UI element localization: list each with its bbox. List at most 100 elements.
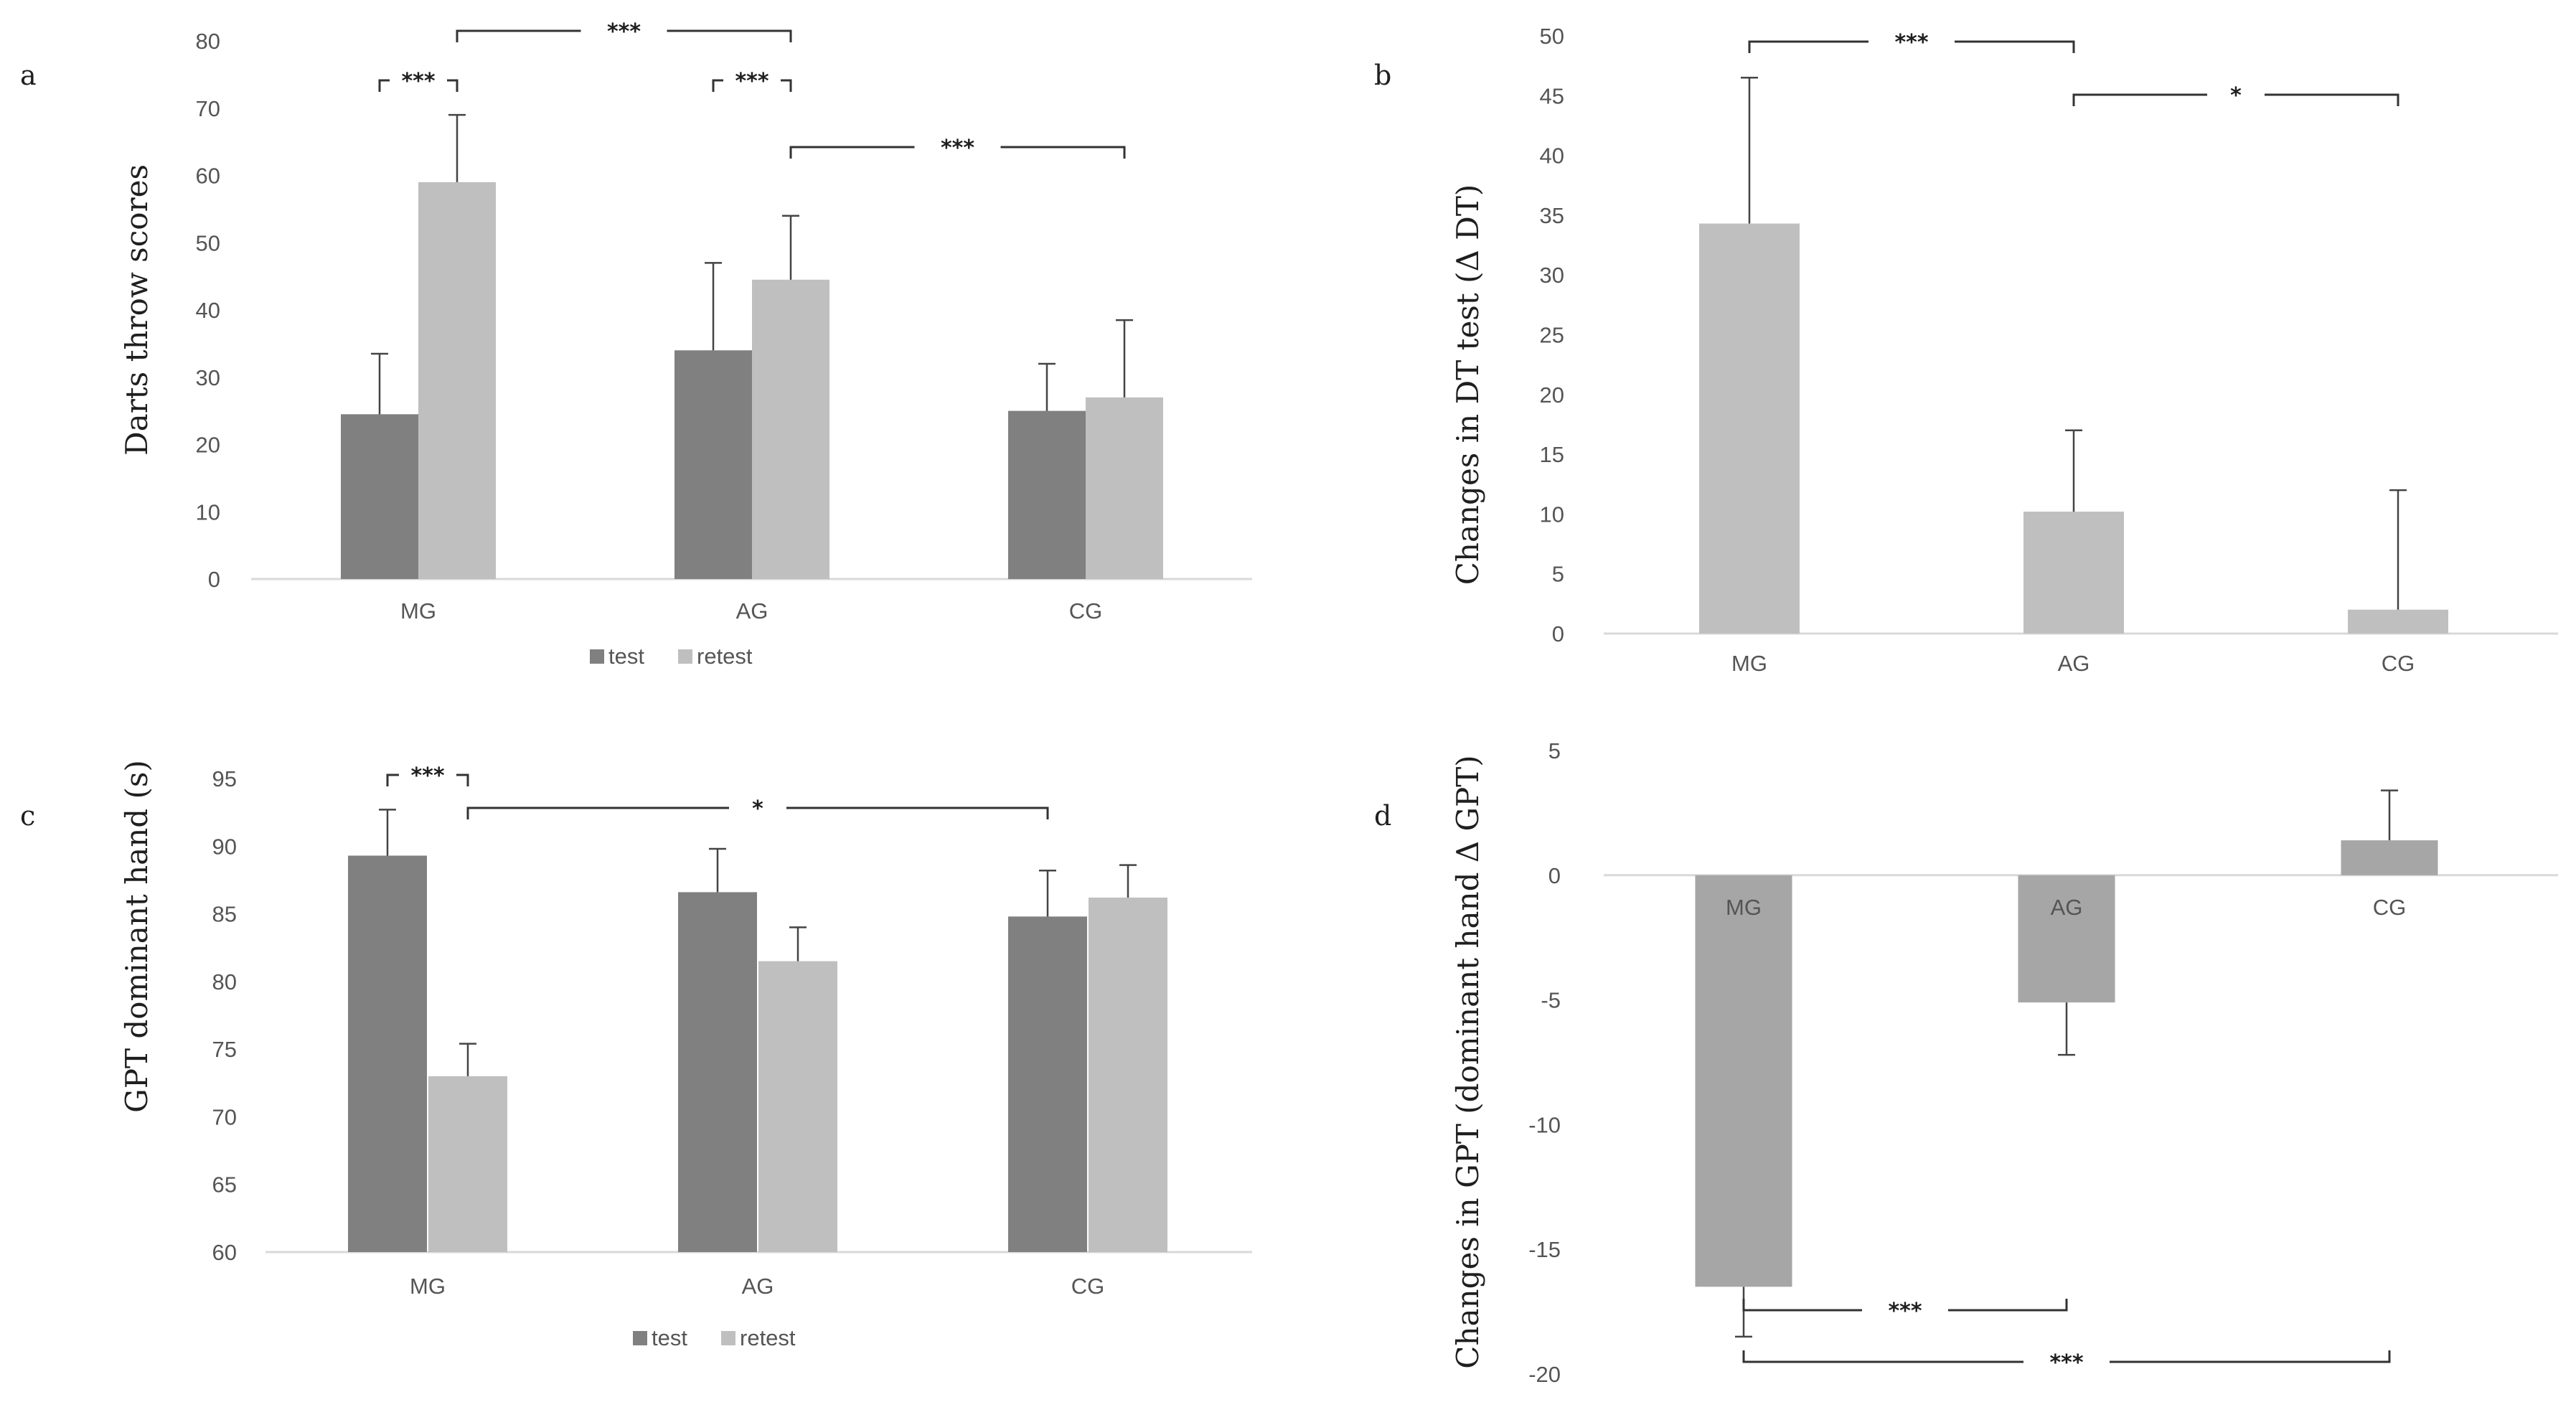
y-tick-label: 30 bbox=[196, 365, 220, 390]
chart-panel-a: a 0 10 20 30 40 50 60 70 80 Darts throw scores MG AG… bbox=[20, 19, 1252, 669]
significance-label: *** bbox=[410, 763, 444, 789]
bar-MG-Δ GPT bbox=[1695, 875, 1792, 1287]
chart-panel-d: d -20 -15 -10 -5 0 5 Changes in GPT (dominant h… bbox=[1374, 738, 2558, 1387]
significance-label: *** bbox=[735, 69, 768, 94]
significance-bracket-right bbox=[786, 806, 1049, 819]
x-tick-label: CG bbox=[1071, 1274, 1105, 1299]
x-tick-label: AG bbox=[2058, 651, 2090, 676]
y-tick-label: -10 bbox=[1528, 1112, 1561, 1137]
significance-bracket-left bbox=[1748, 40, 1868, 53]
bar-MG-retest bbox=[418, 182, 496, 579]
y-tick-label: 5 bbox=[1548, 738, 1561, 763]
significance-bracket-left bbox=[378, 79, 390, 92]
y-tick-label: 5 bbox=[1552, 562, 1564, 587]
significance-label: *** bbox=[2049, 1350, 2083, 1375]
y-tick-label: 65 bbox=[212, 1172, 237, 1198]
bar-CG-test bbox=[1008, 916, 1087, 1252]
x-tick-label: MG bbox=[1726, 895, 1762, 920]
significance-bracket-left bbox=[1742, 1350, 2023, 1363]
significance-bracket-right bbox=[447, 79, 459, 92]
bar-CG-Δ GPT bbox=[2341, 840, 2438, 875]
legend-label-retest: retest bbox=[697, 644, 753, 669]
significance-bracket-right bbox=[1955, 40, 2075, 53]
legend-label-test: test bbox=[608, 644, 644, 669]
bar-MG-test bbox=[348, 855, 427, 1252]
legend-swatch-test bbox=[590, 649, 604, 664]
y-tick-label: 70 bbox=[212, 1104, 237, 1129]
significance-bracket-left bbox=[789, 146, 915, 159]
x-tick-label: MG bbox=[400, 598, 436, 624]
y-tick-label: 80 bbox=[212, 969, 237, 994]
y-tick-label: 80 bbox=[196, 29, 220, 54]
significance-label: *** bbox=[1894, 30, 1928, 55]
bar-AG-test bbox=[678, 892, 757, 1252]
bar-CG-test bbox=[1008, 410, 1086, 579]
significance-bracket-right bbox=[456, 773, 469, 786]
legend-label-test: test bbox=[652, 1325, 687, 1350]
bar-MG-test bbox=[341, 414, 418, 579]
x-tick-label: CG bbox=[2382, 651, 2415, 676]
y-tick-label: 50 bbox=[196, 230, 220, 255]
x-tick-label: CG bbox=[2373, 895, 2407, 920]
significance-bracket-right bbox=[781, 79, 792, 92]
x-tick-label: AG bbox=[736, 598, 768, 624]
significance-label: *** bbox=[941, 136, 974, 161]
y-tick-label: 95 bbox=[212, 766, 237, 791]
y-tick-label: 10 bbox=[196, 499, 220, 525]
legend-swatch-retest bbox=[721, 1331, 735, 1345]
bar-AG-test bbox=[674, 350, 752, 579]
y-tick-label: 60 bbox=[212, 1240, 237, 1265]
significance-bracket-right bbox=[2110, 1350, 2391, 1363]
bar-CG-retest bbox=[1089, 897, 1167, 1252]
panel-letter: d bbox=[1374, 800, 1391, 832]
y-tick-label: 40 bbox=[1540, 144, 1564, 169]
panel-letter: b bbox=[1374, 60, 1391, 91]
y-tick-label: 40 bbox=[196, 298, 220, 323]
significance-label: * bbox=[752, 796, 763, 822]
significance-bracket-right bbox=[1948, 1299, 2068, 1312]
y-tick-label: 35 bbox=[1540, 203, 1564, 228]
panel-letter: a bbox=[20, 60, 37, 91]
x-tick-label: AG bbox=[2051, 895, 2083, 920]
chart-panel-c: c 60 65 70 75 80 85 90 95 GPT dominant hand (s) MG… bbox=[20, 760, 1252, 1350]
bar-CG-retest bbox=[1086, 397, 1163, 579]
x-tick-label: CG bbox=[1069, 598, 1103, 624]
bar-CG-Δ DT bbox=[2348, 609, 2448, 634]
bar-AG-Δ GPT bbox=[2018, 875, 2115, 1003]
y-tick-label: 60 bbox=[196, 164, 220, 189]
y-tick-label: -15 bbox=[1528, 1237, 1561, 1262]
legend-label-retest: retest bbox=[740, 1325, 796, 1350]
x-tick-label: MG bbox=[1731, 651, 1767, 676]
significance-bracket-left bbox=[2072, 93, 2207, 106]
significance-bracket-left bbox=[712, 79, 723, 92]
significance-label: * bbox=[2230, 83, 2242, 108]
x-tick-label: AG bbox=[742, 1274, 774, 1299]
y-tick-label: 25 bbox=[1540, 323, 1564, 348]
significance-bracket-left bbox=[386, 773, 399, 786]
y-axis-label: Changes in GPT (dominant hand Δ GPT) bbox=[1450, 755, 1485, 1368]
panel-letter: c bbox=[20, 800, 35, 832]
y-axis-label: GPT dominant hand (s) bbox=[119, 760, 154, 1113]
significance-label: *** bbox=[607, 19, 641, 44]
y-tick-label: 70 bbox=[196, 96, 220, 121]
y-tick-label: -5 bbox=[1541, 988, 1561, 1013]
bar-AG-Δ DT bbox=[2023, 512, 2124, 634]
significance-bracket-right bbox=[667, 29, 792, 42]
bar-AG-retest bbox=[752, 279, 829, 579]
y-tick-label: 20 bbox=[1540, 382, 1564, 408]
significance-label: *** bbox=[401, 69, 435, 94]
y-tick-label: 0 bbox=[208, 567, 220, 592]
bar-AG-retest bbox=[758, 961, 837, 1252]
y-tick-label: 15 bbox=[1540, 442, 1564, 467]
y-tick-label: 50 bbox=[1540, 24, 1564, 49]
legend-swatch-test bbox=[633, 1331, 647, 1345]
x-tick-label: MG bbox=[410, 1274, 446, 1299]
y-tick-label: 0 bbox=[1552, 621, 1564, 646]
y-tick-label: 75 bbox=[212, 1037, 237, 1062]
significance-bracket-left bbox=[456, 29, 581, 42]
y-axis-label: Changes in DT test (Δ DT) bbox=[1450, 184, 1485, 585]
significance-label: *** bbox=[1888, 1299, 1922, 1324]
significance-bracket-right bbox=[1000, 146, 1126, 159]
significance-bracket-right bbox=[2265, 93, 2399, 106]
